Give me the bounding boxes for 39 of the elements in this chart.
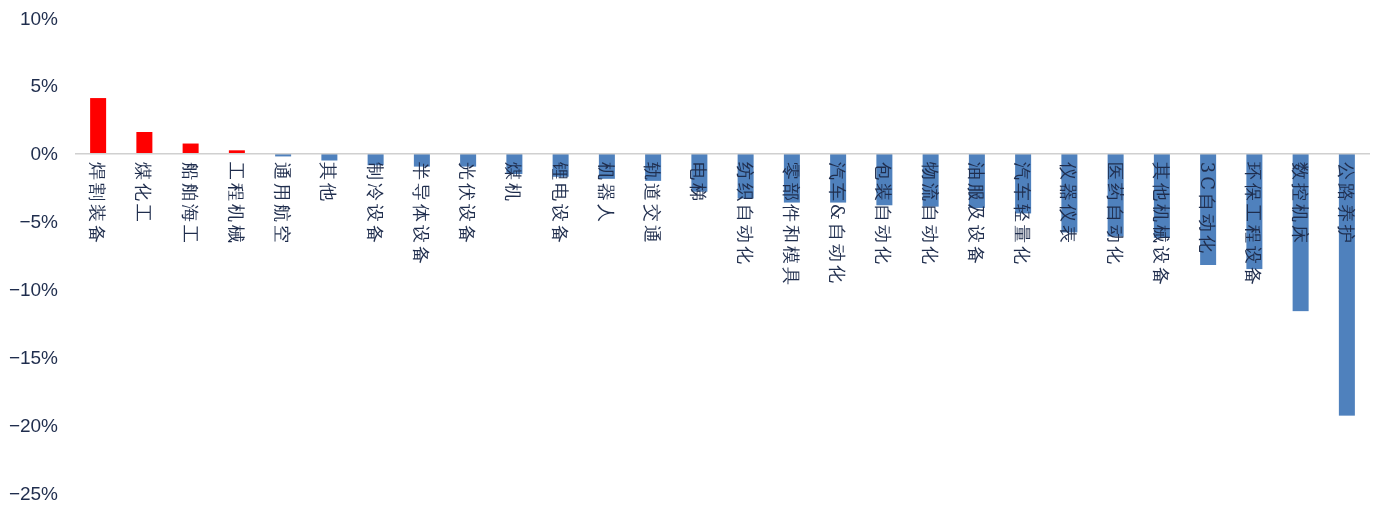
x-tick-label: 通用航空 xyxy=(272,161,294,246)
x-tick-label: 焊割装备 xyxy=(87,161,109,246)
x-tick-label: 医药自动化 xyxy=(1104,161,1126,267)
y-tick-label: 0% xyxy=(30,143,59,165)
x-tick-label: 煤机 xyxy=(503,161,525,204)
y-tick-label: −20% xyxy=(8,414,59,436)
x-tick-label: 锂电设备 xyxy=(549,160,571,246)
x-tick-label: 公路养护 xyxy=(1335,161,1357,246)
x-tick-label: 纺织自动化 xyxy=(734,161,756,267)
x-tick-label: 轨道交通 xyxy=(642,161,664,246)
x-tick-label: 油服及设备 xyxy=(965,161,987,267)
bar xyxy=(321,153,338,161)
x-tick-label: 光伏设备 xyxy=(457,161,479,246)
x-tick-label: 3C自动化 xyxy=(1197,161,1219,256)
y-tick-label: 10% xyxy=(19,7,59,29)
x-tick-label: 工程机械 xyxy=(225,161,247,246)
x-tick-label: 煤化工 xyxy=(133,161,155,225)
x-tick-label: 机器人 xyxy=(595,161,617,225)
x-tick-label: 制冷设备 xyxy=(364,161,386,246)
y-tick-label: −25% xyxy=(8,482,59,504)
x-tick-label: 零部件和模具 xyxy=(780,161,802,288)
x-tick-label: 其他 xyxy=(318,161,340,204)
y-tick-label: −15% xyxy=(8,346,59,368)
y-tick-label: −5% xyxy=(19,211,59,233)
x-tick-label: 汽车轻量化 xyxy=(1012,161,1034,267)
x-tick-label: 其他机械设备 xyxy=(1150,161,1172,288)
x-tick-label: 物流自动化 xyxy=(919,161,941,267)
x-tick-label: 数控机床 xyxy=(1289,161,1311,246)
x-tick-label: 汽车&自动化 xyxy=(827,161,849,286)
bar xyxy=(136,132,153,154)
x-tick-label: 包装自动化 xyxy=(873,161,895,267)
bar xyxy=(90,98,107,154)
y-tick-label: 5% xyxy=(30,75,59,97)
x-tick-label: 电梯 xyxy=(688,161,710,204)
x-tick-label: 环保工程设备 xyxy=(1243,161,1265,288)
x-tick-label: 半导体设备 xyxy=(410,161,432,267)
x-tick-label: 仪器仪表 xyxy=(1058,161,1080,246)
y-tick-label: −10% xyxy=(8,278,59,300)
x-tick-label: 船舶海工 xyxy=(179,161,201,246)
